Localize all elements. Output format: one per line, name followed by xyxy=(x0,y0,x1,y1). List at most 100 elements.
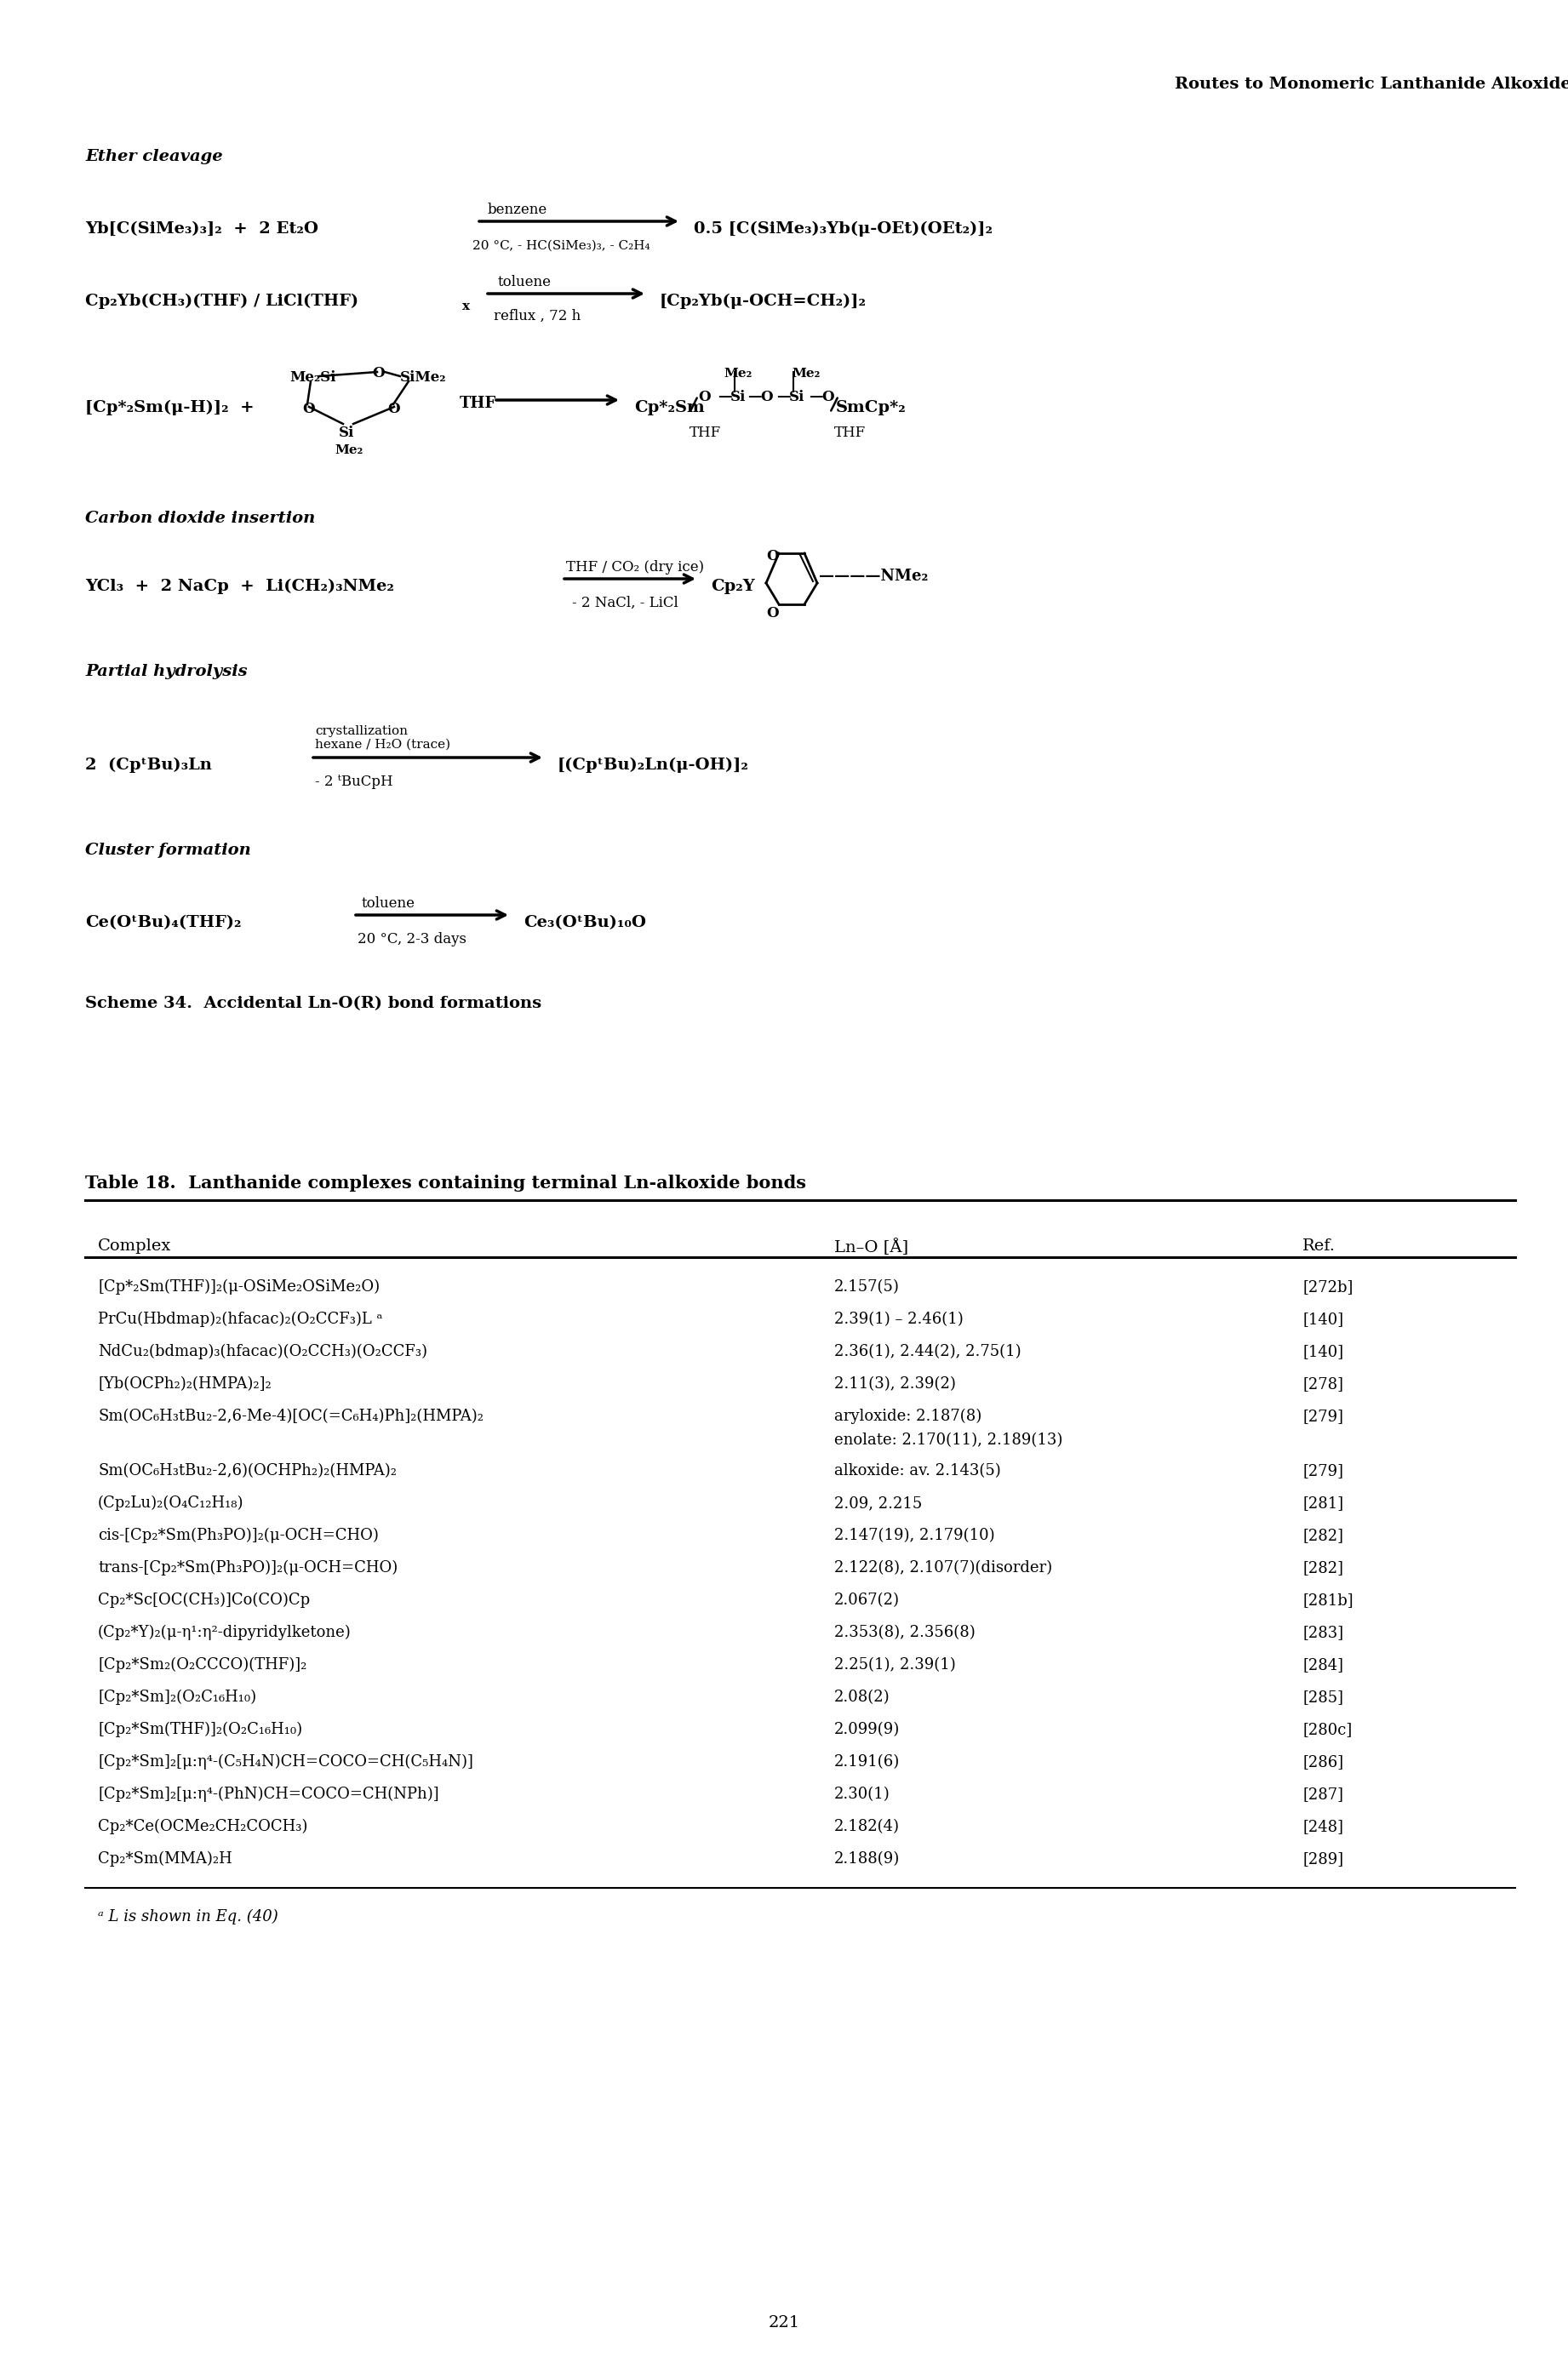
Text: Ce₃(OᵗBu)₁₀O: Ce₃(OᵗBu)₁₀O xyxy=(524,914,646,931)
Text: Ref.: Ref. xyxy=(1303,1238,1336,1254)
Text: crystallization: crystallization xyxy=(315,725,408,737)
Text: Me₂: Me₂ xyxy=(334,444,362,456)
Text: SiMe₂: SiMe₂ xyxy=(400,371,447,385)
Text: [284]: [284] xyxy=(1303,1658,1344,1672)
Text: 2.191(6): 2.191(6) xyxy=(834,1755,900,1769)
Text: 2.11(3), 2.39(2): 2.11(3), 2.39(2) xyxy=(834,1377,956,1391)
Text: [282]: [282] xyxy=(1303,1561,1344,1575)
Text: Carbon dioxide insertion: Carbon dioxide insertion xyxy=(85,510,315,527)
Text: toluene: toluene xyxy=(362,895,416,912)
Text: [280c]: [280c] xyxy=(1303,1722,1352,1736)
Text: O: O xyxy=(760,390,773,404)
Text: [279]: [279] xyxy=(1303,1408,1344,1424)
Text: 2.157(5): 2.157(5) xyxy=(834,1280,900,1294)
Text: [(CpᵗBu)₂Ln(μ-OH)]₂: [(CpᵗBu)₂Ln(μ-OH)]₂ xyxy=(558,758,750,772)
Text: Me₂: Me₂ xyxy=(723,368,753,380)
Text: Sm(OC₆H₃tBu₂-2,6)(OCHPh₂)₂(HMPA)₂: Sm(OC₆H₃tBu₂-2,6)(OCHPh₂)₂(HMPA)₂ xyxy=(97,1462,397,1479)
Text: [Cp*₂Sm(μ-H)]₂  +: [Cp*₂Sm(μ-H)]₂ + xyxy=(85,399,254,416)
Text: 2.36(1), 2.44(2), 2.75(1): 2.36(1), 2.44(2), 2.75(1) xyxy=(834,1344,1021,1358)
Text: PrCu(Hbdmap)₂(hfacac)₂(O₂CCF₃)L ᵃ: PrCu(Hbdmap)₂(hfacac)₂(O₂CCF₃)L ᵃ xyxy=(97,1311,383,1327)
Text: 2.25(1), 2.39(1): 2.25(1), 2.39(1) xyxy=(834,1658,956,1672)
Text: Sm(OC₆H₃tBu₂-2,6-Me-4)[OC(=C₆H₄)Ph]₂(HMPA)₂: Sm(OC₆H₃tBu₂-2,6-Me-4)[OC(=C₆H₄)Ph]₂(HMP… xyxy=(97,1408,483,1424)
Text: THF: THF xyxy=(690,425,721,439)
Text: NdCu₂(bdmap)₃(hfacac)(O₂CCH₃)(O₂CCF₃): NdCu₂(bdmap)₃(hfacac)(O₂CCH₃)(O₂CCF₃) xyxy=(97,1344,428,1361)
Text: O: O xyxy=(303,402,315,416)
Text: 2.147(19), 2.179(10): 2.147(19), 2.179(10) xyxy=(834,1528,994,1542)
Text: [Cp₂*Sm]₂[μ:η⁴-(C₅H₄N)CH=COCO=CH(C₅H₄N)]: [Cp₂*Sm]₂[μ:η⁴-(C₅H₄N)CH=COCO=CH(C₅H₄N)] xyxy=(97,1755,474,1769)
Text: Cp₂*Sc[OC(CH₃)]Co(CO)Cp: Cp₂*Sc[OC(CH₃)]Co(CO)Cp xyxy=(97,1592,310,1609)
Text: Ce(OᵗBu)₄(THF)₂: Ce(OᵗBu)₄(THF)₂ xyxy=(85,914,241,931)
Text: O: O xyxy=(698,390,710,404)
Text: Si: Si xyxy=(731,390,746,404)
Text: reflux , 72 h: reflux , 72 h xyxy=(494,309,580,324)
Text: [Cp₂*Sm]₂[μ:η⁴-(PhN)CH=COCO=CH(NPh)]: [Cp₂*Sm]₂[μ:η⁴-(PhN)CH=COCO=CH(NPh)] xyxy=(97,1786,439,1802)
Text: [287]: [287] xyxy=(1303,1786,1344,1802)
Text: [248]: [248] xyxy=(1303,1819,1344,1835)
Text: 2  (CpᵗBu)₃Ln: 2 (CpᵗBu)₃Ln xyxy=(85,758,212,772)
Text: THF: THF xyxy=(459,397,497,411)
Text: Cp*₂Sm: Cp*₂Sm xyxy=(633,399,704,416)
Text: THF: THF xyxy=(834,425,866,439)
Text: [Cp₂Yb(μ-OCH=CH₂)]₂: [Cp₂Yb(μ-OCH=CH₂)]₂ xyxy=(660,293,867,309)
Text: Ln–O [Å]: Ln–O [Å] xyxy=(834,1238,908,1254)
Text: O: O xyxy=(822,390,834,404)
Text: Table 18.  Lanthanide complexes containing terminal Ln-alkoxide bonds: Table 18. Lanthanide complexes containin… xyxy=(85,1174,806,1193)
Text: 2.099(9): 2.099(9) xyxy=(834,1722,900,1736)
Text: ————NMe₂: ————NMe₂ xyxy=(818,569,928,583)
Text: trans-[Cp₂*Sm(Ph₃PO)]₂(μ-OCH=CHO): trans-[Cp₂*Sm(Ph₃PO)]₂(μ-OCH=CHO) xyxy=(97,1561,398,1575)
Text: 2.30(1): 2.30(1) xyxy=(834,1786,891,1802)
Text: —: — xyxy=(776,390,790,404)
Text: (Cp₂*Y)₂(μ-η¹:η²-dipyridylketone): (Cp₂*Y)₂(μ-η¹:η²-dipyridylketone) xyxy=(97,1625,351,1642)
Text: [Yb(OCPh₂)₂(HMPA)₂]₂: [Yb(OCPh₂)₂(HMPA)₂]₂ xyxy=(97,1377,271,1391)
Text: 2.188(9): 2.188(9) xyxy=(834,1852,900,1866)
Text: [289]: [289] xyxy=(1303,1852,1344,1866)
Text: - 2 NaCl, - LiCl: - 2 NaCl, - LiCl xyxy=(572,595,679,609)
Text: O: O xyxy=(767,607,779,621)
Text: [Cp₂*Sm]₂(O₂C₁₆H₁₀): [Cp₂*Sm]₂(O₂C₁₆H₁₀) xyxy=(97,1689,256,1705)
Text: [278]: [278] xyxy=(1303,1377,1344,1391)
Text: hexane / H₂O (trace): hexane / H₂O (trace) xyxy=(315,739,450,751)
Text: Cp₂Y: Cp₂Y xyxy=(710,579,754,595)
Text: [283]: [283] xyxy=(1303,1625,1344,1639)
Text: YCl₃  +  2 NaCp  +  Li(CH₂)₃NMe₂: YCl₃ + 2 NaCp + Li(CH₂)₃NMe₂ xyxy=(85,579,394,595)
Text: Me₂: Me₂ xyxy=(792,368,820,380)
Text: [272b]: [272b] xyxy=(1303,1280,1353,1294)
Text: [140]: [140] xyxy=(1303,1344,1344,1358)
Text: Partial hydrolysis: Partial hydrolysis xyxy=(85,664,248,680)
Text: —: — xyxy=(809,390,823,404)
Text: Complex: Complex xyxy=(97,1238,171,1254)
Text: Ether cleavage: Ether cleavage xyxy=(85,149,223,165)
Text: 2.067(2): 2.067(2) xyxy=(834,1592,900,1609)
Text: Me₂Si: Me₂Si xyxy=(290,371,336,385)
Text: alkoxide: av. 2.143(5): alkoxide: av. 2.143(5) xyxy=(834,1462,1000,1479)
Text: 2.39(1) – 2.46(1): 2.39(1) – 2.46(1) xyxy=(834,1311,963,1327)
Text: [286]: [286] xyxy=(1303,1755,1344,1769)
Text: O: O xyxy=(767,548,779,565)
Text: Yb[C(SiMe₃)₃]₂  +  2 Et₂O: Yb[C(SiMe₃)₃]₂ + 2 Et₂O xyxy=(85,222,318,236)
Text: Scheme 34.  Accidental Ln-O(R) bond formations: Scheme 34. Accidental Ln-O(R) bond forma… xyxy=(85,997,541,1011)
Text: 2.09, 2.215: 2.09, 2.215 xyxy=(834,1495,922,1512)
Text: 2.08(2): 2.08(2) xyxy=(834,1689,891,1705)
Text: Cp₂*Sm(MMA)₂H: Cp₂*Sm(MMA)₂H xyxy=(97,1852,232,1866)
Text: 20 °C, 2-3 days: 20 °C, 2-3 days xyxy=(358,933,467,947)
Text: (Cp₂Lu)₂(O₄C₁₂H₁₈): (Cp₂Lu)₂(O₄C₁₂H₁₈) xyxy=(97,1495,245,1512)
Text: Cluster formation: Cluster formation xyxy=(85,843,251,857)
Text: Cp₂*Ce(OCMe₂CH₂COCH₃): Cp₂*Ce(OCMe₂CH₂COCH₃) xyxy=(97,1819,307,1835)
Text: [Cp₂*Sm(THF)]₂(O₂C₁₆H₁₀): [Cp₂*Sm(THF)]₂(O₂C₁₆H₁₀) xyxy=(97,1722,303,1738)
Text: [Cp*₂Sm(THF)]₂(μ-OSiMe₂OSiMe₂O): [Cp*₂Sm(THF)]₂(μ-OSiMe₂OSiMe₂O) xyxy=(97,1280,379,1294)
Text: Si: Si xyxy=(789,390,804,404)
Text: [279]: [279] xyxy=(1303,1462,1344,1479)
Text: —: — xyxy=(718,390,732,404)
Text: 221: 221 xyxy=(768,2315,800,2331)
Text: benzene: benzene xyxy=(488,203,547,217)
Text: O: O xyxy=(372,366,384,380)
Text: —: — xyxy=(748,390,762,404)
Text: 2.122(8), 2.107(7)(disorder): 2.122(8), 2.107(7)(disorder) xyxy=(834,1561,1052,1575)
Text: 0.5 [C(SiMe₃)₃Yb(μ-OEt)(OEt₂)]₂: 0.5 [C(SiMe₃)₃Yb(μ-OEt)(OEt₂)]₂ xyxy=(693,222,993,236)
Text: [281b]: [281b] xyxy=(1303,1592,1353,1609)
Text: [Cp₂*Sm₂(O₂CCCO)(THF)]₂: [Cp₂*Sm₂(O₂CCCO)(THF)]₂ xyxy=(97,1658,307,1672)
Text: toluene: toluene xyxy=(499,274,552,291)
Text: [281]: [281] xyxy=(1303,1495,1344,1512)
Text: SmCp*₂: SmCp*₂ xyxy=(836,399,906,416)
Text: [282]: [282] xyxy=(1303,1528,1344,1542)
